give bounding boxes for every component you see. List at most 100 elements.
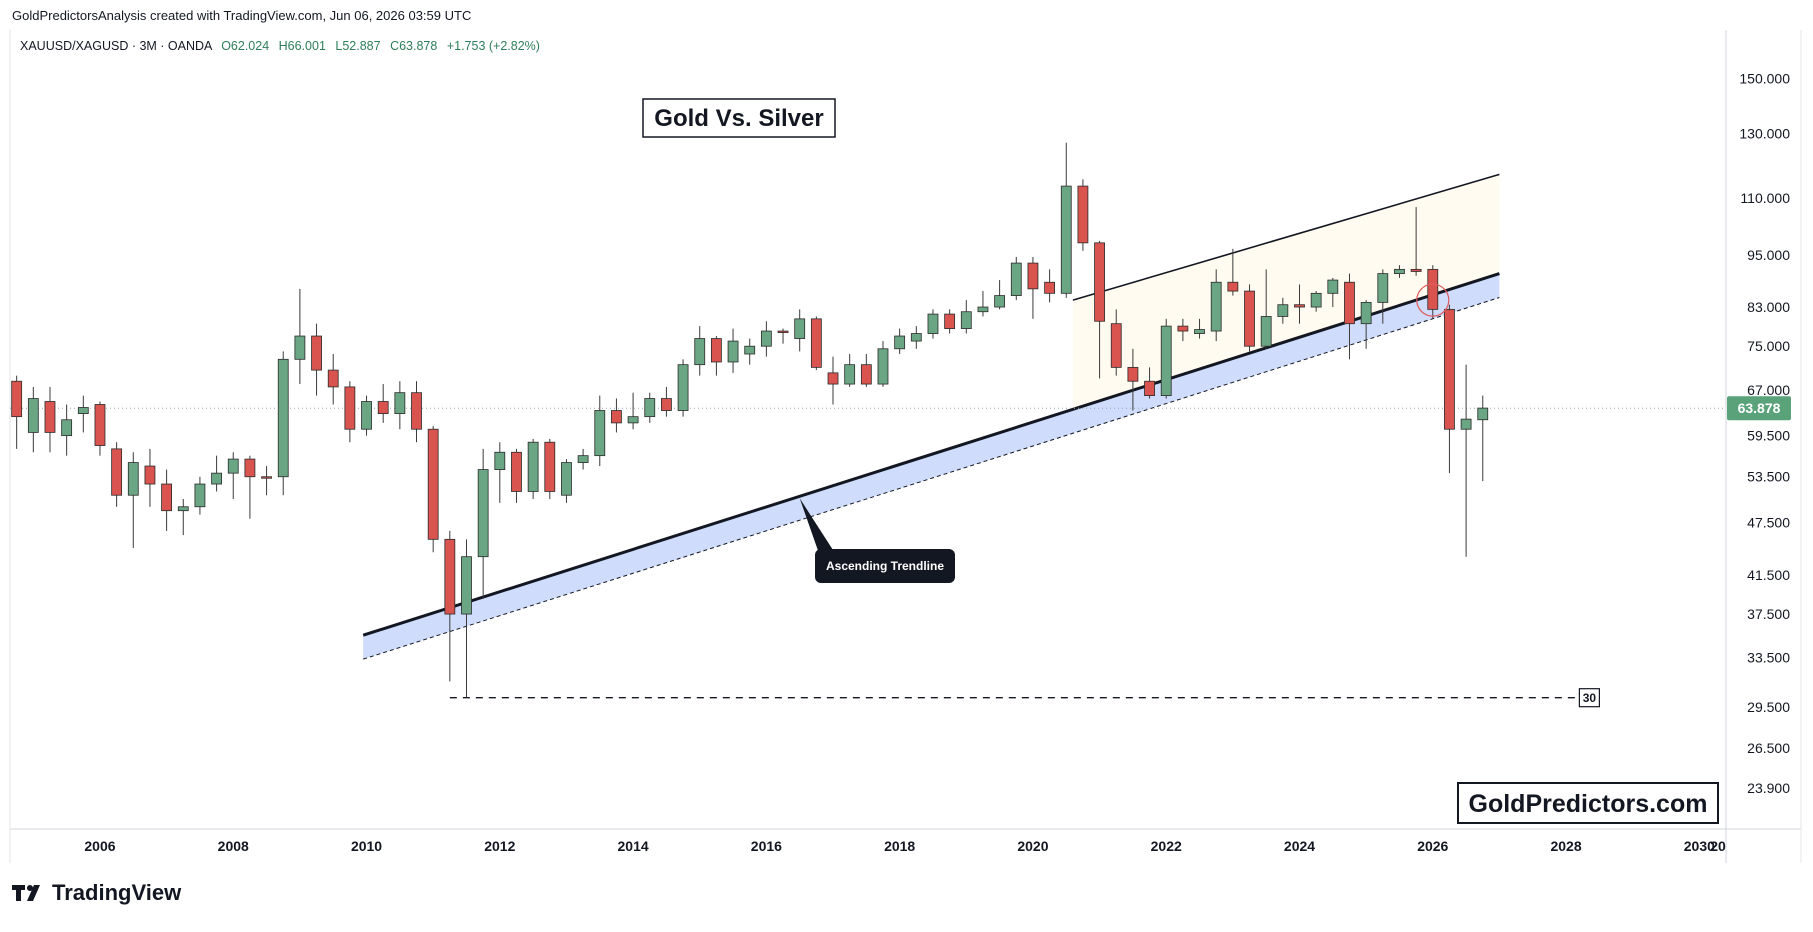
support-level-box	[1578, 688, 1600, 708]
candle	[44, 386, 56, 453]
candle	[827, 356, 839, 405]
candle	[1177, 318, 1189, 342]
tradingview-logo-icon	[12, 883, 46, 903]
candle	[1394, 265, 1405, 278]
drawings-layer: 30	[10, 173, 1726, 708]
y-tick-label: 33.500	[1747, 650, 1790, 666]
trendline-callout-pointer	[799, 498, 833, 562]
legend-low: L52.887	[335, 39, 381, 53]
candle	[1477, 395, 1489, 482]
candle-body	[677, 364, 689, 411]
candle-body	[61, 419, 73, 437]
trendline-callout-box	[815, 549, 955, 583]
candle	[1260, 269, 1272, 349]
candle	[161, 469, 173, 531]
candle	[594, 395, 606, 467]
candle-body	[327, 369, 339, 388]
legend-symbol[interactable]: XAUUSD/XAGUSD · 3M · OANDA	[20, 39, 212, 53]
candle-body	[877, 348, 889, 385]
candle-body	[910, 333, 922, 342]
candle	[677, 359, 689, 417]
candle	[777, 328, 789, 344]
candle-body	[760, 330, 772, 347]
candle-body	[494, 451, 506, 470]
candle-body	[344, 386, 356, 430]
x-tick-label: 2014	[618, 838, 649, 854]
candle	[1027, 256, 1039, 319]
candle	[577, 448, 589, 470]
candle-body	[111, 448, 123, 496]
candle	[1244, 284, 1255, 352]
candle-body	[1277, 304, 1289, 317]
candle	[1310, 291, 1322, 312]
candle-body	[1027, 262, 1039, 290]
candle	[1160, 318, 1172, 399]
candle-body	[1127, 366, 1139, 382]
candle	[127, 452, 139, 548]
candle-body	[627, 416, 639, 424]
legend-close: C63.878	[390, 39, 438, 53]
candle-body	[1227, 281, 1239, 292]
candle	[1460, 364, 1472, 557]
candle-body	[1360, 302, 1372, 325]
symbol-legend: XAUUSD/XAGUSD · 3M · OANDA O62.024 H66.0…	[20, 39, 540, 53]
overlay-layer: Gold Vs. Silver Ascending Trendline GoldPr…	[642, 98, 1719, 824]
candle	[11, 375, 23, 449]
candle	[311, 323, 322, 396]
breakdown-circle	[1416, 283, 1450, 317]
candle-body	[27, 398, 39, 433]
candle	[144, 448, 156, 507]
candle-body	[461, 556, 472, 615]
trendline-band	[363, 273, 1500, 660]
candle	[644, 392, 656, 423]
y-tick-label: 29.500	[1747, 699, 1790, 715]
candle	[1077, 179, 1089, 251]
candle	[844, 354, 856, 387]
candle	[361, 395, 372, 436]
candle-body	[477, 469, 489, 558]
candle	[561, 459, 572, 503]
candle-body	[261, 476, 272, 479]
candle-body	[1460, 418, 1472, 430]
candle	[444, 530, 456, 682]
trendline-callout-label: Ascending Trendline	[826, 559, 944, 573]
candle-body	[277, 358, 289, 478]
candle-body	[177, 506, 189, 512]
candle-body	[1144, 380, 1155, 397]
candle	[27, 386, 39, 453]
candle-body	[1060, 185, 1072, 294]
candle-body	[77, 407, 89, 414]
candle	[910, 326, 922, 349]
chart-title-text: Gold Vs. Silver	[654, 105, 823, 132]
candle-body	[1294, 304, 1305, 308]
candle-body	[977, 306, 989, 313]
candle	[261, 466, 272, 496]
legend-high: H66.001	[278, 39, 326, 53]
candle-body	[544, 441, 556, 492]
candle-body	[944, 313, 956, 329]
candle	[394, 381, 406, 430]
candle-body	[1010, 262, 1022, 296]
candle-body	[211, 472, 222, 485]
candle	[694, 326, 706, 376]
candle-body	[127, 462, 139, 496]
candle	[344, 381, 356, 443]
support-level-label: 30	[1583, 691, 1597, 705]
candle	[77, 395, 89, 433]
tradingview-logo[interactable]: TradingView	[12, 880, 181, 906]
chart-title: Gold Vs. Silver	[642, 98, 836, 138]
candle-body	[94, 404, 106, 446]
candle	[627, 392, 639, 430]
candle-body	[1344, 281, 1355, 325]
candle-body	[411, 392, 422, 430]
candle	[727, 328, 739, 373]
candle-body	[611, 410, 622, 424]
candle	[960, 300, 972, 334]
x-tick-label: 2008	[218, 838, 249, 854]
watermark: GoldPredictors.com	[1457, 782, 1719, 824]
candle	[1094, 240, 1105, 379]
x-tick-label: 20	[1710, 838, 1726, 854]
x-tick-label: 2020	[1017, 838, 1048, 854]
candle	[1227, 248, 1239, 296]
